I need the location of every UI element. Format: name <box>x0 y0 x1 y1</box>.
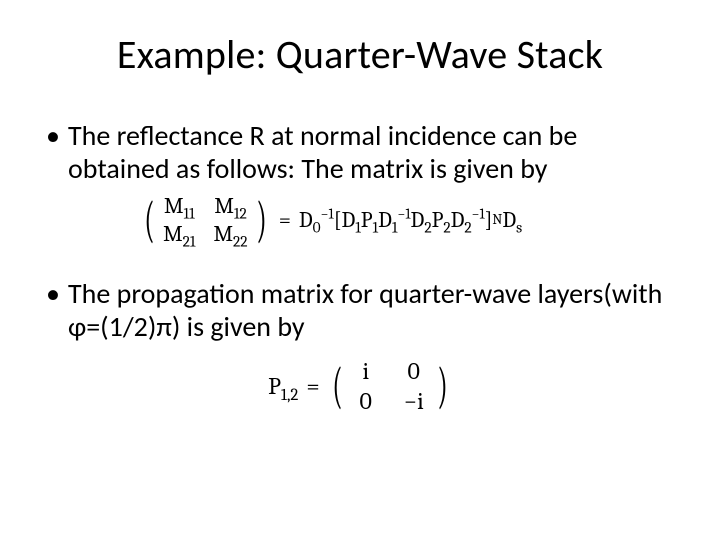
P12-sub: 1,2 <box>281 386 298 405</box>
matrix-M-cells: M11 M12 M21 M22 <box>163 193 247 247</box>
P1-base: P <box>361 207 373 233</box>
p-c: 0 <box>351 387 381 415</box>
D2-base: D <box>411 207 425 233</box>
bullet-list-2: The propagation matrix for quarter-wave … <box>40 277 680 343</box>
bullet-2: The propagation matrix for quarter-wave … <box>40 277 680 343</box>
slide-title: Example: Quarter-Wave Stack <box>40 30 680 79</box>
Ds-base: D <box>502 207 516 233</box>
bullet-1: The reflectance R at normal incidence ca… <box>40 119 680 185</box>
m22-base: M <box>214 221 234 247</box>
m21-sub: 21 <box>183 232 196 250</box>
left-paren-icon: ( <box>144 198 155 243</box>
D0-inv: D0−1 <box>299 207 334 233</box>
left-bracket: [ <box>334 207 342 233</box>
left-paren-icon-2: ( <box>332 364 343 409</box>
m22: M22 <box>214 221 248 247</box>
equals-2: = <box>306 372 319 400</box>
right-paren-icon: ) <box>256 198 267 243</box>
matrix-P-cells: i 0 0 −i <box>351 357 429 415</box>
P2-base: P <box>432 207 444 233</box>
m22-sub: 22 <box>233 232 248 250</box>
m11-base: M <box>164 193 184 219</box>
m12: M12 <box>214 193 248 219</box>
m12-base: M <box>214 193 234 219</box>
Ds: Ds <box>502 207 522 233</box>
D1-base: D <box>341 207 355 233</box>
matrix-M: ( M11 M12 M21 M22 ) <box>140 193 271 247</box>
D2inv-base: D <box>451 207 465 233</box>
D2: D2 <box>411 207 432 233</box>
formula-1: ( M11 M12 M21 M22 ) = D0−1 [ D1 P1 D1−1 … <box>40 193 680 247</box>
m11-sub: 11 <box>184 204 195 222</box>
D2inv-sub: 2 <box>464 218 471 236</box>
equals-1: = <box>279 207 291 233</box>
D2-inv: D2−1 <box>451 207 485 233</box>
p-b: 0 <box>399 357 429 385</box>
right-paren-icon-2: ) <box>437 364 448 409</box>
P1: P1 <box>361 207 378 233</box>
right-bracket: ] <box>485 207 493 233</box>
D1inv-base: D <box>378 207 392 233</box>
m21-base: M <box>163 221 183 247</box>
D1: D1 <box>341 207 360 233</box>
formula-2: P1,2 = ( i 0 0 −i ) <box>40 357 680 415</box>
P12-base: P <box>268 372 281 400</box>
m11: M11 <box>163 193 195 219</box>
D2inv-sup: −1 <box>472 206 485 223</box>
P2-sub: 2 <box>443 218 450 236</box>
slide: Example: Quarter-Wave Stack The reflecta… <box>0 0 720 540</box>
D0-sup: −1 <box>321 206 334 223</box>
m21: M21 <box>163 221 195 247</box>
p-d: −i <box>399 387 429 415</box>
P12: P1,2 <box>268 372 298 400</box>
D2-sub: 2 <box>424 218 431 236</box>
bullet-list: The reflectance R at normal incidence ca… <box>40 119 680 185</box>
D0-base: D <box>299 207 313 233</box>
matrix-P: ( i 0 0 −i ) <box>328 357 452 415</box>
P2: P2 <box>432 207 451 233</box>
D0-sub: 0 <box>313 218 321 236</box>
Ds-sub: s <box>516 218 522 236</box>
p-a: i <box>351 357 381 385</box>
D1-inv: D1−1 <box>378 207 410 233</box>
m12-sub: 12 <box>234 204 247 222</box>
D1inv-sup: −1 <box>397 206 410 223</box>
